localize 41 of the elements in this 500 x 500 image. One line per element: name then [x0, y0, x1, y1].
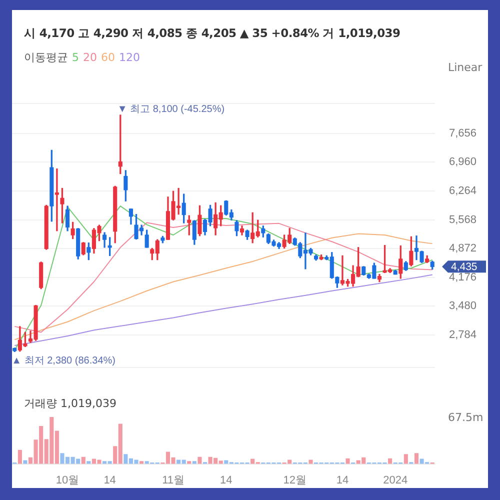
bar — [192, 461, 196, 464]
y-tick-label: 2,784 — [449, 328, 477, 341]
bar — [187, 461, 192, 464]
bar — [414, 453, 419, 464]
text: 120 — [119, 51, 140, 64]
x-tick-label: 12월 — [283, 474, 307, 486]
x-tick-label: 11월 — [162, 474, 184, 486]
annotation: ▼ 최고 8,100 (-45.25%) — [117, 104, 225, 115]
bar — [308, 460, 313, 464]
text: 67.5m — [448, 411, 484, 424]
candlestick — [54, 168, 59, 232]
bar — [140, 461, 144, 464]
y-tick-label: 3,480 — [449, 300, 477, 312]
y-tick-label: 6,960 — [449, 156, 477, 168]
text: Linear — [448, 61, 482, 74]
annotation: ▲ 최저 2,380 (86.34%) — [12, 355, 116, 366]
y-tick-label: 4,176 — [449, 271, 477, 284]
x-tick-label: 10월 — [56, 474, 80, 486]
bar — [23, 460, 28, 464]
x-tick-label: 14 — [104, 474, 116, 486]
legend-title: 이동평균 — [24, 51, 68, 64]
y-tick-label: 7,656 — [449, 127, 477, 140]
text: 4,435 — [451, 261, 478, 274]
text: 20 — [83, 51, 97, 64]
bar — [81, 456, 86, 464]
bar — [388, 458, 392, 464]
bar — [346, 458, 350, 464]
text: 60 — [101, 51, 115, 64]
bar — [18, 450, 22, 464]
bar — [404, 454, 408, 464]
x-tick-label: 2024 — [383, 474, 408, 486]
bar — [198, 456, 202, 464]
y-tick-label: 4,872 — [449, 242, 477, 255]
y-tick-label: 5,568 — [449, 214, 477, 226]
y-tick-label: 6,264 — [449, 185, 477, 198]
text: 5 — [72, 51, 79, 64]
bar — [86, 461, 91, 464]
text: 거래량 1,019,039 — [24, 396, 116, 411]
x-tick-label: 14 — [220, 474, 232, 486]
text: 시 4,170 고 4,290 저 4,085 종 4,205 ▲ 35 +0.84% 거 1,019,039 — [24, 26, 400, 41]
x-tick-label: 14 — [336, 474, 349, 486]
